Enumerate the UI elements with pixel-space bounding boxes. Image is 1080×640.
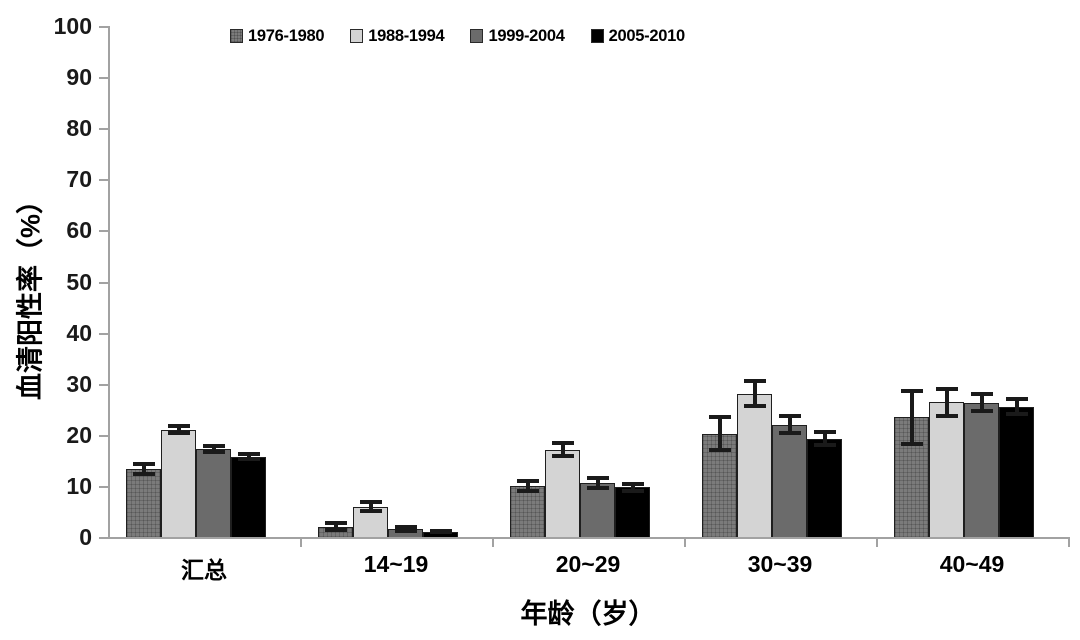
- x-axis-category-label: 30~39: [747, 551, 813, 577]
- error-bar-cap-top: [516, 478, 539, 483]
- plot-area: 0 10 20 30 40 50 60 70 80 90 100 汇总 14~19 20~29 30~39…: [54, 13, 1070, 583]
- bar[interactable]: [126, 469, 161, 537]
- bar[interactable]: [737, 394, 772, 537]
- x-axis-title: 年龄（岁）: [520, 599, 656, 629]
- legend-item[interactable]: 1988-1994: [350, 26, 445, 45]
- y-axis-tick-label: 60: [66, 217, 92, 244]
- y-axis-tick: 30: [66, 371, 108, 397]
- bar[interactable]: [999, 406, 1034, 537]
- x-axis-tick: [492, 537, 494, 547]
- bar[interactable]: [894, 417, 929, 537]
- bar[interactable]: [615, 487, 650, 537]
- y-axis-tick: 50: [66, 269, 108, 295]
- error-bar-cap-top: [778, 414, 801, 419]
- x-axis-category-label: 14~19: [363, 551, 429, 577]
- y-axis-tick-label: 0: [79, 524, 92, 550]
- legend-swatch-icon: [230, 29, 243, 43]
- y-axis-tick-label: 100: [53, 13, 92, 39]
- legend-item[interactable]: 1976-1980: [230, 26, 325, 45]
- error-bar-cap-top: [167, 423, 190, 428]
- y-axis-tick: 20: [66, 422, 108, 448]
- bar[interactable]: [929, 402, 964, 537]
- y-axis-line: [108, 26, 110, 537]
- y-axis-tick-label: 70: [66, 166, 92, 193]
- legend-swatch-icon: [350, 29, 364, 43]
- x-axis-category-label: 20~29: [555, 551, 621, 577]
- bar[interactable]: [772, 425, 807, 537]
- bar[interactable]: [231, 456, 266, 537]
- bar[interactable]: [196, 449, 231, 537]
- y-axis-tick-label: 30: [66, 370, 92, 397]
- bar[interactable]: [964, 402, 999, 537]
- bar[interactable]: [161, 429, 196, 537]
- error-bar-cap-top: [324, 521, 347, 526]
- error-bar-cap-top: [394, 524, 417, 529]
- bar[interactable]: [318, 526, 353, 537]
- error-bar-cap-top: [813, 430, 836, 435]
- error-bar-cap-top: [743, 379, 766, 384]
- bar[interactable]: [545, 449, 580, 537]
- y-axis-tick-label: 90: [66, 64, 92, 91]
- x-axis-category-label: 40~49: [939, 551, 1005, 577]
- error-bar-cap-top: [900, 389, 923, 394]
- error-bar-cap-top: [621, 481, 644, 486]
- error-bar-cap-top: [708, 415, 731, 420]
- legend-swatch-icon: [470, 29, 484, 43]
- y-axis-tick: 40: [66, 320, 108, 346]
- x-axis-tick: [300, 537, 302, 547]
- legend-label: 1988-1994: [368, 26, 445, 45]
- legend-swatch-icon: [590, 29, 604, 43]
- bar[interactable]: [807, 438, 842, 537]
- bar[interactable]: [580, 483, 615, 537]
- y-axis-tick: 0: [79, 524, 108, 550]
- y-axis-tick-label: 40: [66, 319, 92, 346]
- bar[interactable]: [388, 529, 423, 537]
- error-bar-cap-top: [586, 476, 609, 481]
- error-bar-cap-top: [132, 461, 155, 466]
- error-bar-cap-top: [970, 391, 993, 396]
- bar[interactable]: [423, 531, 458, 537]
- y-axis-tick-label: 10: [66, 472, 92, 499]
- error-bar-cap-top: [935, 386, 958, 391]
- y-axis-tick-label: 80: [66, 115, 92, 142]
- x-axis-tick: [876, 537, 878, 547]
- legend-item[interactable]: 1999-2004: [470, 26, 565, 45]
- bar[interactable]: [353, 506, 388, 537]
- error-bar-cap-top: [359, 500, 382, 505]
- legend-label: 2005-2010: [608, 26, 686, 45]
- x-axis-line: [108, 537, 1068, 539]
- error-bar-cap-top: [237, 452, 260, 457]
- y-axis-tick: 80: [66, 115, 108, 141]
- y-axis-tick: 70: [66, 166, 108, 192]
- legend-item[interactable]: 2005-2010: [590, 26, 686, 45]
- x-axis-tick: [684, 537, 686, 547]
- error-bar-cap-top: [551, 440, 574, 445]
- bar[interactable]: [510, 485, 545, 537]
- x-axis-category-label: 汇总: [181, 557, 227, 583]
- x-axis-tick: [1068, 537, 1070, 547]
- y-axis-tick: 10: [66, 473, 108, 499]
- error-bar-cap-top: [1005, 396, 1028, 401]
- error-bar-cap-top: [202, 443, 225, 448]
- legend-label: 1999-2004: [488, 26, 565, 45]
- legend-label: 1976-1980: [248, 26, 325, 45]
- y-axis-tick: 100: [54, 13, 108, 39]
- y-axis-tick-label: 50: [66, 268, 92, 295]
- bar[interactable]: [702, 433, 737, 537]
- y-axis-tick-label: 20: [66, 421, 92, 448]
- y-axis-tick: 90: [66, 64, 108, 90]
- y-axis-tick: 60: [66, 217, 108, 243]
- chart-legend: 1976-1980 1988-1994 1999-2004 2005-2010: [230, 24, 685, 48]
